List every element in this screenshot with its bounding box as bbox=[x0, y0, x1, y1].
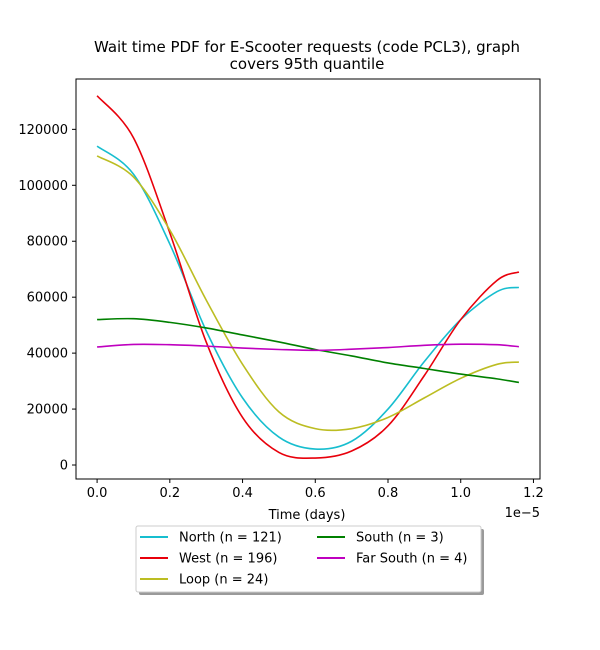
series-line-2 bbox=[96, 155, 519, 432]
y-tick-label: 20000 bbox=[27, 403, 68, 418]
chart-title-line-1: Wait time PDF for E-Scooter requests (co… bbox=[94, 38, 520, 56]
series-line-4 bbox=[97, 343, 519, 352]
legend-label-3: South (n = 3) bbox=[356, 531, 444, 546]
y-tick-label: 100000 bbox=[18, 179, 68, 194]
chart-title-line-2: covers 95th quantile bbox=[230, 55, 385, 73]
x-tick-label: 1.2 bbox=[523, 486, 544, 501]
legend-label-0: North (n = 121) bbox=[179, 531, 282, 546]
legend-label-4: Far South (n = 4) bbox=[356, 552, 467, 567]
x-tick-label: 0.8 bbox=[378, 486, 399, 501]
series-line-0 bbox=[96, 145, 520, 451]
x-tick-label: 0.0 bbox=[87, 486, 108, 501]
y-tick-label: 80000 bbox=[27, 235, 68, 250]
legend-label-2: Loop (n = 24) bbox=[179, 573, 268, 588]
y-tick-label: 60000 bbox=[27, 291, 68, 306]
x-axis-ticks: 0.0 0.2 0.4 0.6 0.8 1.0 1.2 bbox=[87, 479, 544, 501]
x-axis-offset-text: 1e−5 bbox=[505, 506, 540, 521]
y-tick-label: 120000 bbox=[18, 123, 68, 138]
x-tick-label: 0.4 bbox=[232, 486, 253, 501]
legend-label-1: West (n = 196) bbox=[179, 552, 277, 567]
x-tick-label: 1.0 bbox=[450, 486, 471, 501]
plot-lines bbox=[96, 95, 520, 459]
y-tick-label: 40000 bbox=[27, 347, 68, 362]
y-axis-ticks: 0 20000 40000 60000 80000 100000 120000 bbox=[18, 123, 76, 474]
y-tick-label: 0 bbox=[60, 459, 68, 474]
x-tick-label: 0.2 bbox=[159, 486, 180, 501]
legend: North (n = 121) West (n = 196) Loop (n = 2… bbox=[135, 525, 484, 595]
series-line-1 bbox=[96, 95, 520, 459]
series-line-3 bbox=[97, 317, 520, 384]
plot-area-frame bbox=[75, 78, 541, 480]
x-tick-label: 0.6 bbox=[305, 486, 326, 501]
x-axis-label: Time (days) bbox=[268, 508, 346, 523]
